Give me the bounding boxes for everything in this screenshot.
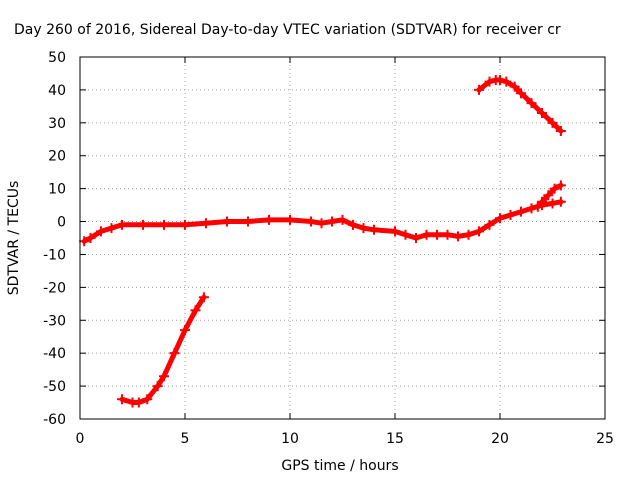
data-point: [117, 394, 127, 405]
data-point: [453, 231, 463, 242]
x-axis-label: GPS time / hours: [281, 458, 398, 474]
data-point: [555, 196, 566, 207]
data-point: [152, 381, 163, 392]
data-point: [526, 203, 537, 214]
data-point: [106, 223, 117, 234]
data-point: [243, 216, 253, 227]
data-point: [180, 325, 190, 336]
data-point: [474, 84, 484, 95]
data-point: [495, 75, 505, 86]
data-point: [190, 305, 201, 316]
data-point: [390, 226, 400, 237]
chart-title: Day 260 of 2016, Sidereal Day-to-day VTE…: [14, 22, 561, 38]
data-point: [285, 214, 295, 225]
data-point: [369, 224, 379, 235]
data-point: [180, 219, 190, 230]
data-point: [442, 229, 453, 240]
data-point: [411, 233, 421, 243]
axis-ticks: [79, 56, 606, 420]
data-point: [547, 198, 558, 209]
series-upper-branch: [532, 180, 566, 212]
y-tick-label: -20: [43, 280, 66, 296]
data-point: [117, 219, 127, 230]
data-point: [306, 216, 316, 227]
data-point: [549, 183, 560, 194]
y-tick-label: 30: [48, 116, 66, 132]
data-point: [222, 216, 232, 227]
y-tick-label: -50: [43, 379, 66, 395]
data-point: [358, 223, 369, 234]
grid: [80, 57, 605, 419]
y-tick-label: 10: [48, 182, 66, 198]
plot-frame: [79, 56, 606, 420]
x-tick-label: 10: [281, 431, 299, 447]
data-point: [505, 209, 516, 220]
data-point: [543, 190, 554, 201]
data-series: [79, 75, 566, 408]
data-point: [555, 180, 566, 191]
data-point: [348, 219, 358, 230]
y-tick-label: -10: [43, 247, 66, 263]
data-point: [555, 126, 566, 137]
data-point: [516, 88, 526, 99]
data-point: [198, 292, 209, 303]
data-point: [159, 371, 169, 382]
y-tick-label: 50: [48, 50, 66, 66]
y-tick-label: -40: [43, 346, 66, 362]
data-point: [537, 107, 547, 118]
data-point: [133, 397, 144, 408]
data-point: [264, 214, 274, 225]
data-point: [337, 214, 348, 225]
x-tick-label: 25: [596, 431, 614, 447]
data-point: [96, 226, 106, 237]
data-point: [138, 219, 148, 230]
y-tick-label: -30: [43, 313, 66, 329]
data-point: [463, 229, 474, 240]
data-point: [526, 98, 537, 109]
axis-tick-labels: 0 5 10 15 20 25 -60 -50 -40 -30 -20 -10 0 10 20 30 40 50: [43, 50, 614, 447]
data-point: [501, 76, 512, 87]
y-tick-label: 20: [48, 149, 66, 165]
y-tick-label: 40: [48, 83, 66, 99]
data-point: [142, 394, 153, 405]
data-point: [400, 229, 411, 240]
data-point: [432, 229, 442, 240]
x-tick-label: 15: [386, 431, 404, 447]
data-point: [484, 219, 495, 230]
data-point: [474, 226, 484, 237]
data-point: [537, 196, 547, 207]
x-tick-label: 5: [181, 431, 190, 447]
data-point: [316, 218, 327, 229]
series-evening-arc: [474, 75, 566, 137]
data-point: [327, 216, 337, 227]
data-point: [509, 81, 520, 92]
data-point: [516, 206, 526, 217]
data-point: [169, 348, 180, 359]
y-tick-label: 0: [57, 215, 66, 231]
series-line: [119, 294, 207, 405]
y-tick-label: -60: [43, 412, 66, 428]
data-point: [421, 229, 432, 240]
series-main-track: [79, 196, 566, 247]
data-point: [159, 219, 169, 230]
data-point: [495, 213, 505, 224]
data-point: [547, 117, 558, 128]
data-point: [85, 233, 96, 243]
data-point: [484, 76, 495, 87]
x-tick-label: 0: [76, 431, 85, 447]
series-morning-arc: [117, 292, 209, 408]
y-axis-label: SDTVAR / TECUs: [6, 181, 22, 296]
data-point: [79, 236, 90, 247]
x-tick-label: 20: [491, 431, 509, 447]
data-point: [201, 218, 211, 229]
